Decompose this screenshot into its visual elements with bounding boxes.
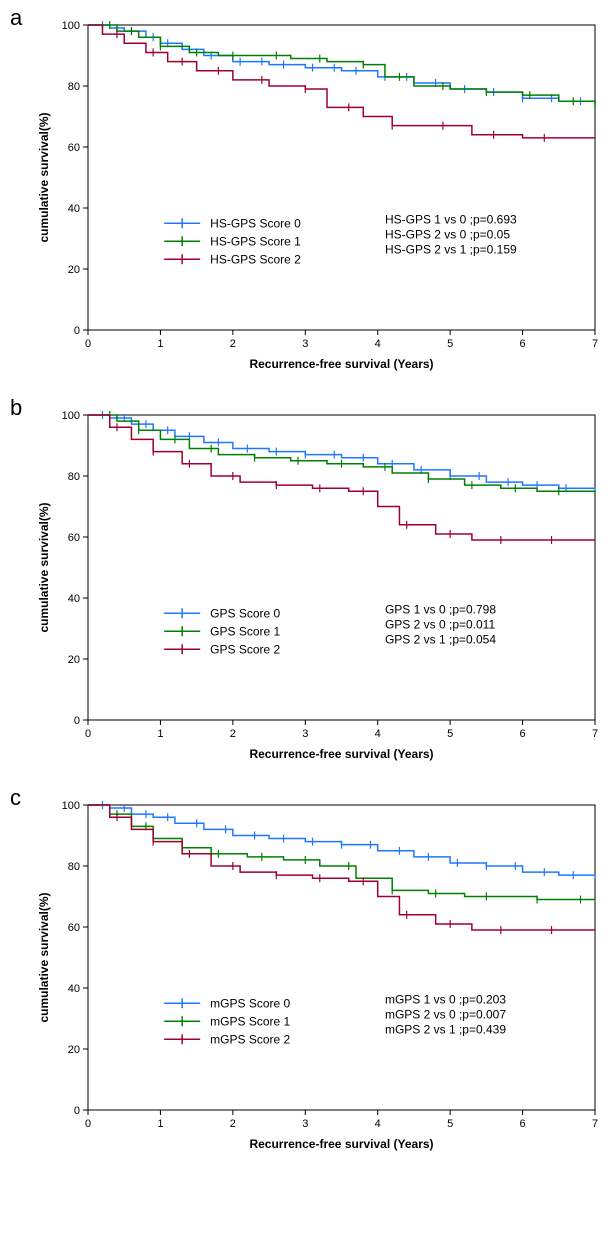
x-axis-title: Recurrence-free survival (Years) (249, 357, 433, 371)
y-axis-title: cumulative survival(%) (37, 502, 51, 632)
km-series-line (88, 805, 595, 930)
y-axis-title: cumulative survival(%) (37, 892, 51, 1022)
km-chart: 0 1 2 3 4 5 6 7 0 20 40 60 80 100 Recurrence-free surv… (30, 400, 610, 770)
stats-line: GPS 2 vs 1 ;p=0.054 (385, 632, 496, 646)
stats-line: mGPS 2 vs 0 ;p=0.007 (385, 1007, 506, 1021)
x-tick-label: 4 (375, 728, 381, 740)
km-series-line (88, 805, 595, 900)
y-axis-title: cumulative survival(%) (37, 112, 51, 242)
x-tick-label: 1 (157, 338, 163, 350)
km-chart: 0 1 2 3 4 5 6 7 0 20 40 60 80 100 Recurrence-free surv… (30, 10, 610, 380)
x-tick-label: 7 (592, 338, 598, 350)
y-tick-label: 0 (74, 1105, 80, 1117)
y-tick-label: 100 (62, 20, 80, 32)
panel-c: c01234567020406080100Recurrence-free sur… (10, 790, 604, 1160)
stats-line: HS-GPS 1 vs 0 ;p=0.693 (385, 212, 517, 226)
stats-line: GPS 2 vs 0 ;p=0.011 (385, 617, 496, 631)
panel-label: b (10, 395, 22, 421)
x-tick-label: 6 (520, 728, 526, 740)
panel-a: a01234567020406080100Recurrence-free sur… (10, 10, 604, 380)
y-tick-label: 20 (68, 654, 80, 666)
y-tick-label: 80 (68, 861, 80, 873)
y-tick-label: 0 (74, 325, 80, 337)
y-tick-label: 80 (68, 81, 80, 93)
legend-label: GPS Score 0 (210, 606, 280, 620)
y-tick-label: 60 (68, 532, 80, 544)
stats-line: mGPS 2 vs 1 ;p=0.439 (385, 1022, 506, 1036)
y-tick-label: 100 (62, 410, 80, 422)
legend-label: GPS Score 1 (210, 624, 280, 638)
legend-label: HS-GPS Score 1 (210, 234, 301, 248)
legend-label: HS-GPS Score 2 (210, 252, 301, 266)
stats-line: HS-GPS 2 vs 0 ;p=0.05 (385, 227, 510, 241)
stats-line: mGPS 1 vs 0 ;p=0.203 (385, 992, 506, 1006)
x-axis-title: Recurrence-free survival (Years) (249, 747, 433, 761)
y-tick-label: 60 (68, 142, 80, 154)
x-tick-label: 6 (520, 338, 526, 350)
km-series-line (88, 415, 595, 491)
x-tick-label: 7 (592, 728, 598, 740)
x-tick-label: 1 (157, 1118, 163, 1130)
legend-label: mGPS Score 1 (210, 1014, 290, 1028)
x-tick-label: 4 (375, 1118, 381, 1130)
x-tick-label: 0 (85, 1118, 91, 1130)
x-tick-label: 1 (157, 728, 163, 740)
panel-b: b01234567020406080100Recurrence-free sur… (10, 400, 604, 770)
x-tick-label: 3 (302, 1118, 308, 1130)
x-tick-label: 3 (302, 338, 308, 350)
x-tick-label: 2 (230, 728, 236, 740)
panel-label: c (10, 785, 21, 811)
x-tick-label: 4 (375, 338, 381, 350)
x-tick-label: 3 (302, 728, 308, 740)
x-tick-label: 0 (85, 338, 91, 350)
legend-label: mGPS Score 0 (210, 996, 290, 1010)
legend-label: mGPS Score 2 (210, 1032, 290, 1046)
x-tick-label: 5 (447, 1118, 453, 1130)
x-tick-label: 5 (447, 728, 453, 740)
x-tick-label: 2 (230, 338, 236, 350)
y-tick-label: 60 (68, 922, 80, 934)
y-tick-label: 0 (74, 715, 80, 727)
y-tick-label: 40 (68, 203, 80, 215)
x-tick-label: 6 (520, 1118, 526, 1130)
y-tick-label: 80 (68, 471, 80, 483)
x-tick-label: 0 (85, 728, 91, 740)
panel-label: a (10, 5, 22, 31)
y-tick-label: 20 (68, 1044, 80, 1056)
legend-label: GPS Score 2 (210, 642, 280, 656)
y-tick-label: 100 (62, 800, 80, 812)
km-chart: 0 1 2 3 4 5 6 7 0 20 40 60 80 100 Recurrence-free surv… (30, 790, 610, 1160)
x-tick-label: 5 (447, 338, 453, 350)
stats-line: GPS 1 vs 0 ;p=0.798 (385, 602, 496, 616)
legend-label: HS-GPS Score 0 (210, 216, 301, 230)
km-series-line (88, 25, 595, 138)
y-tick-label: 20 (68, 264, 80, 276)
stats-line: HS-GPS 2 vs 1 ;p=0.159 (385, 242, 517, 256)
km-series-line (88, 25, 595, 107)
y-tick-label: 40 (68, 593, 80, 605)
x-tick-label: 7 (592, 1118, 598, 1130)
km-series-line (88, 415, 595, 540)
y-tick-label: 40 (68, 983, 80, 995)
x-tick-label: 2 (230, 1118, 236, 1130)
x-axis-title: Recurrence-free survival (Years) (249, 1137, 433, 1151)
